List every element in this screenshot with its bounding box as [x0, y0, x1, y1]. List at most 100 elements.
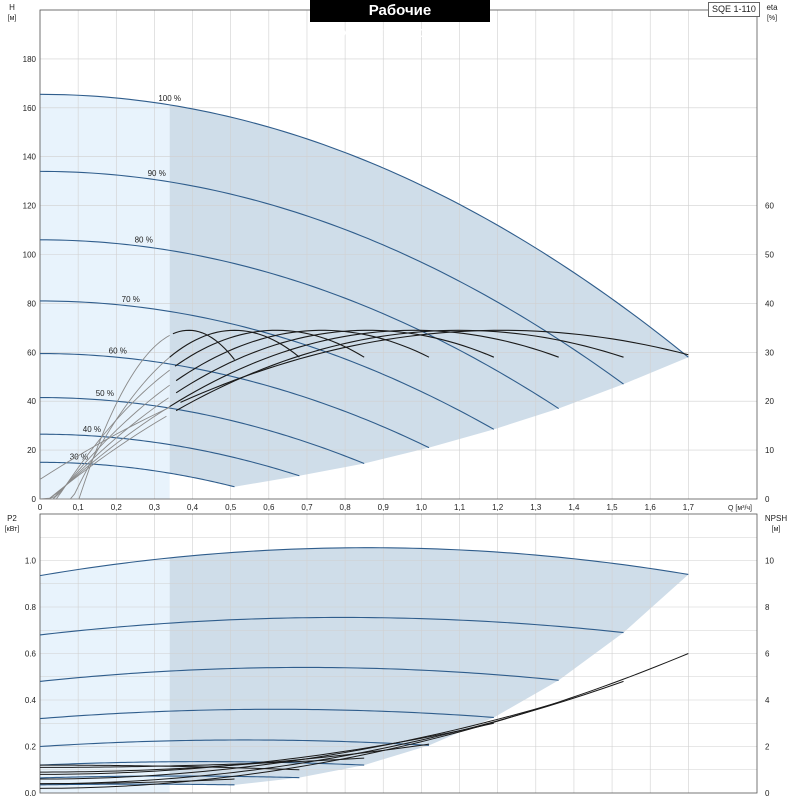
y-tick-label: 0.6: [25, 650, 37, 659]
right-axis-unit: [м]: [772, 526, 781, 533]
x-tick-label: 1,0: [416, 503, 428, 512]
head-curve: [39, 170, 624, 385]
x-tick-label: 1,3: [530, 503, 542, 512]
model-label: SQE 1-110: [708, 2, 760, 17]
npsh-curve: [40, 757, 365, 768]
efficiency-curve-light: [40, 384, 170, 500]
power-plot-frame: [39, 513, 758, 794]
efficiency-curve: [169, 329, 559, 408]
y-tick-label: 100: [23, 251, 37, 260]
x-tick-label: 0,4: [187, 503, 199, 512]
x-tick-label: 0,5: [225, 503, 237, 512]
efficiency-curve: [180, 329, 689, 403]
y-axis-unit: [кВт]: [5, 526, 20, 533]
x-tick-label: 1,7: [683, 503, 695, 512]
right-tick-label: 20: [765, 397, 774, 406]
power-curve: [39, 761, 365, 766]
power-curve: [39, 775, 300, 779]
power-curve: [39, 666, 559, 682]
head-panel: 100 % 90 % 80 % 70 % 60 % 50 % 40 % 30 % 0 20 40 60…: [8, 3, 778, 512]
npsh-curve: [39, 653, 689, 789]
x-tick-label: 0,9: [378, 503, 390, 512]
x-tick-label: 0,8: [340, 503, 352, 512]
speed-label: 60 %: [109, 346, 127, 355]
efficiency-curve-light: [39, 406, 170, 480]
x-tick-label: 1,2: [492, 503, 504, 512]
x-tick-label: 1,4: [568, 503, 580, 512]
right-tick-label: 60: [765, 202, 774, 211]
right-tick-label: 40: [765, 299, 774, 308]
power-curve: [39, 783, 235, 786]
x-tick-label: 1,1: [454, 503, 466, 512]
y-tick-label: 0.2: [25, 743, 37, 752]
speed-label: 80 %: [135, 236, 153, 245]
y-tick-label: 160: [23, 104, 37, 113]
y-tick-label: 1.0: [25, 557, 37, 566]
y-tick-label: 120: [23, 202, 37, 211]
speed-label: 50 %: [96, 389, 114, 398]
npsh-curve: [40, 764, 300, 771]
head-curve: [39, 93, 689, 358]
x-tick-label: 0,3: [149, 503, 161, 512]
y-tick-label: 80: [27, 299, 36, 308]
right-tick-label: 2: [765, 743, 770, 752]
right-tick-label: 4: [765, 696, 770, 705]
head-curve: [39, 300, 495, 430]
x-tick-label: 1,6: [645, 503, 657, 512]
y-tick-label: 0.8: [25, 603, 37, 612]
right-axis-label: eta: [766, 3, 778, 12]
power-curve: [39, 708, 494, 720]
right-tick-label: 10: [765, 557, 774, 566]
head-curve: [40, 433, 300, 477]
efficiency-curve: [169, 329, 300, 358]
npsh-curve: [39, 680, 624, 785]
right-tick-label: 0: [765, 495, 770, 504]
power-curve: [39, 616, 624, 636]
efficiency-curve-light: [40, 369, 170, 500]
x-tick-label: 0,2: [111, 503, 123, 512]
x-tick-label: 0,1: [73, 503, 85, 512]
npsh-curve: [39, 743, 430, 773]
right-tick-label: 10: [765, 446, 774, 455]
efficiency-curve-light: [40, 356, 170, 500]
x-tick-label: 0,6: [263, 503, 275, 512]
y-tick-label: 140: [23, 153, 37, 162]
power-operating-region: [169, 547, 689, 785]
efficiency-curve: [172, 329, 235, 360]
efficiency-curve: [175, 329, 495, 394]
head-operating-region: [169, 104, 689, 487]
right-tick-label: 6: [765, 650, 770, 659]
speed-label: 90 %: [148, 169, 166, 178]
y-tick-label: 40: [27, 397, 36, 406]
efficiency-curve: [175, 329, 430, 382]
right-axis-label: NPSH: [765, 514, 787, 523]
head-curve: [39, 239, 559, 409]
x-tick-label: 0,7: [301, 503, 313, 512]
right-tick-label: 8: [765, 603, 770, 612]
x-tick-label: 0: [38, 503, 43, 512]
power-panel: 0.0 0.2 0.4 0.6 0.8 1.0 P2 [кВт] 0 2 4 6 8 10 NPSH [м]: [5, 513, 787, 798]
right-tick-label: 0: [765, 789, 770, 798]
npsh-curve: [39, 722, 494, 775]
chart-title: Рабочие характеристики: [310, 0, 490, 41]
y-tick-label: 0.4: [25, 696, 37, 705]
y-tick-label: 20: [27, 446, 36, 455]
x-tick-label: 1,5: [607, 503, 619, 512]
right-axis-unit: [%]: [767, 15, 777, 22]
y-tick-label: 60: [27, 348, 36, 357]
right-tick-label: 50: [765, 251, 774, 260]
power-curve: [39, 739, 430, 748]
npsh-curve: [40, 778, 235, 785]
y-axis-label: H: [9, 3, 15, 12]
power-curve: [39, 547, 689, 577]
right-tick-label: 30: [765, 348, 774, 357]
y-axis-label: P2: [7, 514, 17, 523]
head-curve: [39, 352, 430, 449]
speed-label: 40 %: [83, 425, 101, 434]
x-axis-label: Q [м³/ч]: [728, 505, 752, 512]
efficiency-curve-light: [39, 415, 167, 500]
speed-label: 100 %: [158, 94, 181, 103]
y-tick-label: 180: [23, 55, 37, 64]
y-tick-label: 0: [32, 495, 37, 504]
